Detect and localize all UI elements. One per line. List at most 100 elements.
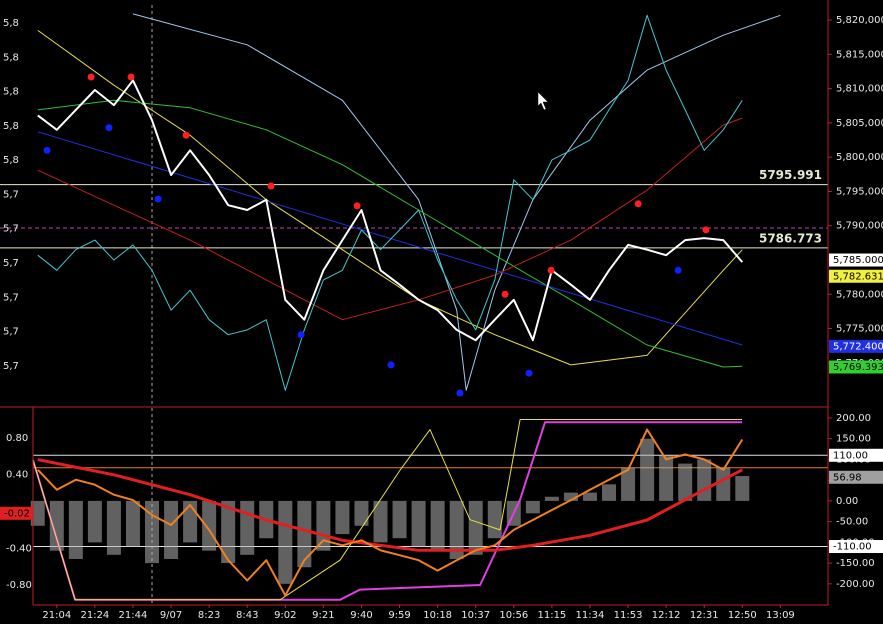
value-marker	[0, 506, 33, 520]
pivot-dot	[127, 73, 135, 81]
y2-tick-label: -0.40	[6, 543, 32, 554]
histogram-bar	[202, 500, 217, 551]
y-tick-label: 5,800,000	[836, 152, 883, 163]
histogram-bar	[640, 438, 655, 501]
mouse-cursor	[537, 91, 549, 111]
left-tick-label: 5,8	[3, 87, 19, 98]
price-marker	[829, 448, 883, 462]
y-tick-label: 200.00	[836, 413, 871, 424]
plot-layer: 5795.991 5786.773 5,820,000 5,815,000 5,810,…	[0, 5, 883, 621]
x-tick-label: 8:23	[198, 610, 220, 621]
pivot-dot	[43, 146, 51, 154]
y-tick-label: -200.00	[836, 579, 875, 590]
y-tick-label: 150.00	[836, 434, 871, 445]
x-tick-label: 11:34	[576, 610, 605, 621]
pivot-dot	[501, 290, 509, 298]
y-tick-label: 5,810,000	[836, 84, 883, 95]
series-line	[37, 131, 743, 346]
pivot-dot	[547, 266, 555, 274]
histogram-bar	[183, 500, 198, 543]
pivot-dot	[297, 331, 305, 339]
y-tick-label: -150.00	[836, 558, 875, 569]
pivot-dot	[154, 195, 162, 203]
pivot-dot	[456, 389, 464, 397]
histogram-bar	[602, 484, 617, 501]
y-tick-label: 5,815,000	[836, 49, 883, 60]
x-tick-label: 10:56	[499, 610, 528, 621]
histogram-bar	[125, 500, 140, 547]
x-tick-label: 12:12	[652, 610, 681, 621]
x-tick-label: 9:59	[388, 610, 410, 621]
pivot-dot	[87, 73, 95, 81]
x-tick-label: 9/07	[160, 610, 182, 621]
pivot-dot	[267, 182, 275, 190]
price-marker-label: 5,782.631	[833, 271, 883, 282]
histogram-bar	[716, 467, 731, 501]
y-tick-label: 5,805,000	[836, 118, 883, 129]
y-tick-label: 5,795,000	[836, 186, 883, 197]
value-marker-label: -0.02	[4, 508, 30, 519]
histogram-bar	[297, 500, 312, 568]
series-line	[32, 419, 743, 601]
left-tick-label: 5,8	[3, 52, 19, 63]
price-marker	[829, 253, 883, 267]
histogram-bar	[621, 467, 636, 501]
left-tick-label: 5,8	[3, 155, 19, 166]
histogram-bar	[582, 492, 597, 501]
histogram-bar	[106, 500, 121, 555]
histogram-bar	[335, 500, 350, 535]
series-line	[37, 79, 744, 342]
x-tick-label: 21:24	[80, 610, 109, 621]
histogram-bar	[354, 500, 369, 526]
y2-tick-label: 0.40	[6, 470, 28, 481]
level-label: 5786.773	[759, 231, 822, 245]
histogram-bar	[240, 500, 255, 555]
histogram-bar	[697, 459, 712, 501]
y-tick-label: 5,775,000	[836, 324, 883, 335]
price-marker-label: 5,769.393	[833, 362, 883, 373]
left-tick-label: 5,7	[3, 361, 19, 372]
pivot-dot	[702, 226, 710, 234]
histogram-bar	[221, 500, 236, 564]
left-tick-label: 5,7	[3, 224, 19, 235]
price-marker-label: 5,785.000	[833, 255, 883, 266]
left-tick-label: 5,8	[3, 18, 19, 29]
x-tick-label: 8:43	[236, 610, 258, 621]
x-tick-label: 21:44	[119, 610, 148, 621]
y-tick-label: 5,790,000	[836, 221, 883, 232]
histogram-bar	[468, 500, 483, 555]
histogram-bar	[68, 500, 83, 559]
price-marker	[829, 360, 883, 374]
level-label: 5795.991	[759, 168, 822, 182]
histogram-bar	[449, 500, 464, 559]
histogram-bar	[678, 463, 693, 501]
pivot-dot	[634, 200, 642, 208]
x-tick-label: 12:31	[690, 610, 719, 621]
price-marker	[829, 540, 883, 554]
y-tick-label: 0.00	[836, 496, 858, 507]
pivot-dot	[353, 202, 361, 210]
left-tick-label: 5,7	[3, 258, 19, 269]
left-tick-label: 5,7	[3, 292, 19, 303]
histogram-bar	[49, 500, 64, 551]
x-tick-label: 9:02	[274, 610, 296, 621]
y-tick-label: 5,780,000	[836, 289, 883, 300]
pivot-dot	[182, 131, 190, 139]
series-line	[37, 428, 744, 597]
histogram-bar	[411, 500, 426, 547]
histogram-bar	[373, 500, 388, 543]
histogram-bar	[563, 492, 578, 501]
histogram-bar	[659, 455, 674, 501]
x-tick-label: 11:53	[614, 610, 643, 621]
x-tick-label: 21:04	[42, 610, 71, 621]
price-marker	[829, 339, 883, 353]
histogram-bar	[735, 476, 750, 501]
price-marker-label: 56.98	[833, 472, 862, 483]
pivot-dot	[387, 361, 395, 369]
price-marker-label: -110.00	[833, 542, 872, 553]
series-line	[37, 458, 743, 552]
y2-tick-label: 0.80	[6, 433, 28, 444]
x-tick-label: 9:40	[350, 610, 372, 621]
pivot-dot	[105, 124, 113, 132]
